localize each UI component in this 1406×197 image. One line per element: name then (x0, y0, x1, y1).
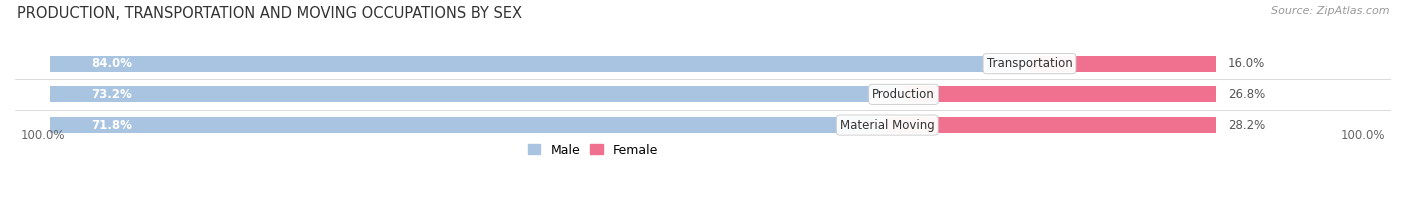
Text: Transportation: Transportation (987, 57, 1073, 70)
Text: 73.2%: 73.2% (91, 88, 132, 101)
Text: Material Moving: Material Moving (839, 119, 935, 132)
Bar (51, 56, 1216, 72)
Bar (51, 56, 1029, 72)
Text: 100.0%: 100.0% (21, 129, 65, 142)
Bar (887, 117, 1216, 133)
Bar (51, 117, 1216, 133)
Bar (51, 86, 904, 102)
Bar (1029, 56, 1216, 72)
Text: 71.8%: 71.8% (91, 119, 132, 132)
Text: Production: Production (872, 88, 935, 101)
Text: Source: ZipAtlas.com: Source: ZipAtlas.com (1271, 6, 1389, 16)
Bar (904, 86, 1216, 102)
Text: PRODUCTION, TRANSPORTATION AND MOVING OCCUPATIONS BY SEX: PRODUCTION, TRANSPORTATION AND MOVING OC… (17, 6, 522, 21)
Text: 84.0%: 84.0% (91, 57, 132, 70)
Bar (51, 117, 887, 133)
Text: 26.8%: 26.8% (1227, 88, 1265, 101)
Text: 16.0%: 16.0% (1227, 57, 1265, 70)
Legend: Male, Female: Male, Female (523, 139, 664, 162)
Bar (51, 86, 1216, 102)
Text: 100.0%: 100.0% (1341, 129, 1385, 142)
Text: 28.2%: 28.2% (1227, 119, 1265, 132)
